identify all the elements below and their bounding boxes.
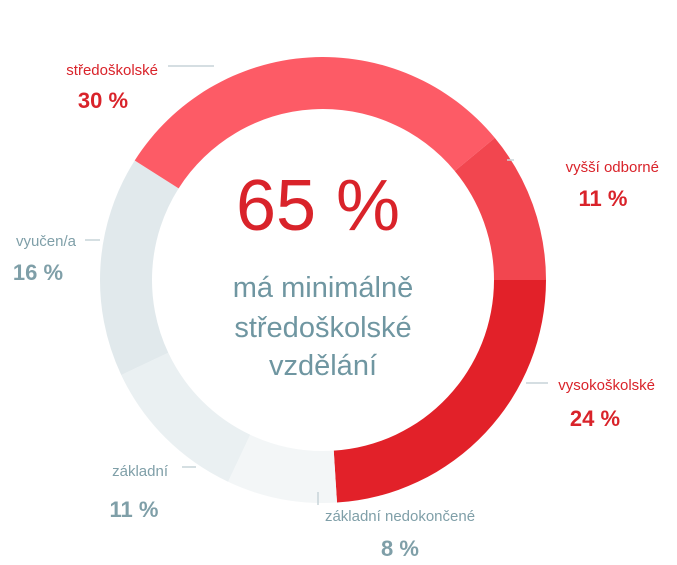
leader-lines bbox=[85, 65, 548, 505]
slice-value-vyssi-odborne: 11 % bbox=[579, 186, 628, 211]
slice-vysokoskolske bbox=[333, 280, 546, 503]
slice-stredoskolske bbox=[134, 56, 495, 189]
slice-label-zakladni: základní bbox=[112, 463, 169, 480]
slice-label-vyssi-odborne: vyšší odborné bbox=[566, 159, 659, 176]
slice-vyssi-odborne bbox=[454, 137, 546, 280]
slice-zakladni bbox=[121, 352, 251, 482]
center-caption-line-2: středoškolské bbox=[234, 312, 411, 344]
slice-label-zakladni-nedokoncene: základní nedokončené bbox=[325, 508, 475, 525]
slice-label-vysokoskolske: vysokoškolské bbox=[558, 377, 655, 394]
slice-value-zakladni-nedokoncene: 8 % bbox=[381, 536, 419, 561]
center-value: 65 % bbox=[236, 166, 400, 246]
slice-value-stredoskolske: 30 % bbox=[78, 88, 128, 113]
donut-slices bbox=[100, 56, 546, 503]
slice-value-vyucen-a: 16 % bbox=[13, 260, 63, 285]
center-caption-line-1: má minimálně bbox=[233, 272, 414, 304]
slice-vyucen-a bbox=[100, 160, 179, 375]
slice-labels: vysokoškolské 24 % základní nedokončené 8 %… bbox=[13, 62, 659, 561]
center-caption-line-3: vzdělání bbox=[269, 350, 377, 382]
slice-label-vyucen-a: vyučen/a bbox=[16, 233, 77, 250]
slice-zakladni-nedokoncene bbox=[228, 434, 338, 503]
slice-value-vysokoskolske: 24 % bbox=[570, 406, 620, 431]
slice-label-stredoskolske: středoškolské bbox=[66, 62, 158, 79]
slice-value-zakladni: 11 % bbox=[110, 497, 159, 522]
